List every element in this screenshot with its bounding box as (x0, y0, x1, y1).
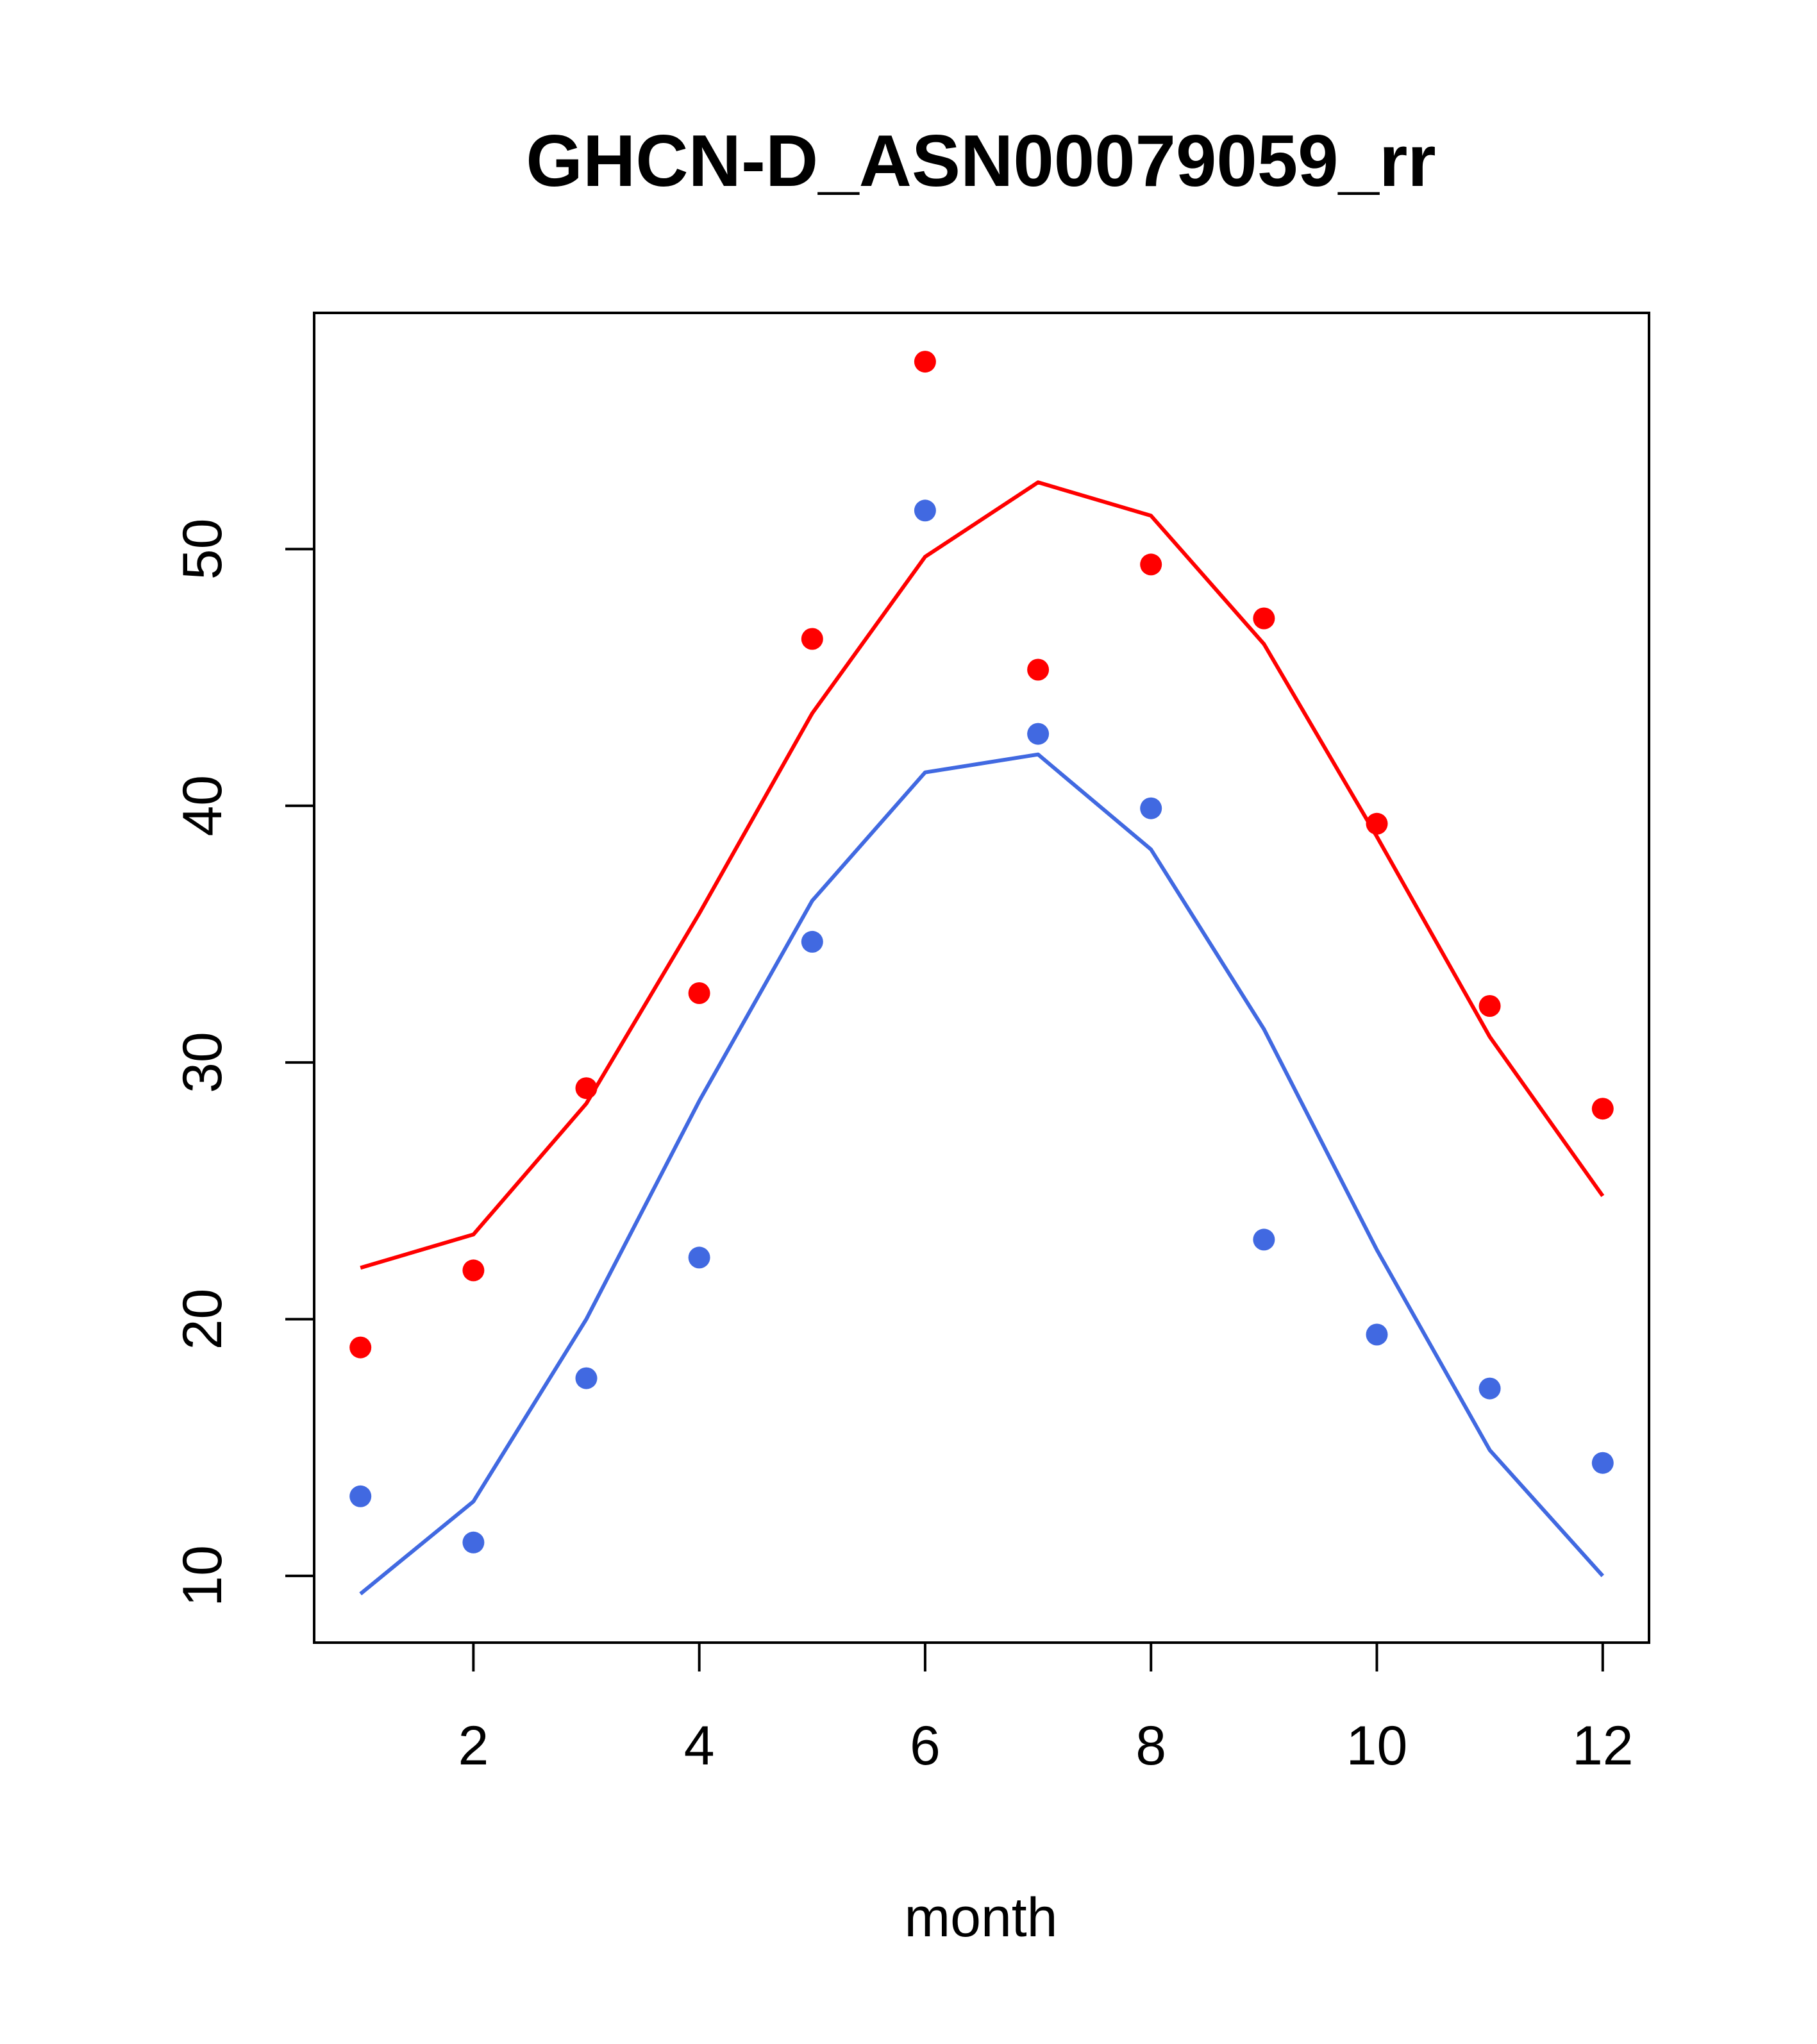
series-2-point (914, 499, 936, 522)
y-tick-label: 20 (172, 1289, 233, 1350)
series-2-point (1140, 797, 1162, 819)
x-tick-label: 8 (1135, 1715, 1166, 1777)
series-1-point (1027, 658, 1050, 681)
series-2-point (349, 1485, 372, 1507)
series-1-point (1140, 553, 1162, 576)
series-1-point (1591, 1098, 1614, 1120)
series-2-point (1253, 1228, 1275, 1251)
series-1-point (462, 1259, 485, 1282)
x-tick-label: 2 (458, 1715, 489, 1777)
series-1-point (349, 1336, 372, 1359)
x-tick-label: 12 (1572, 1715, 1634, 1777)
series-2-point (1366, 1323, 1388, 1346)
series-1-point (1366, 812, 1388, 835)
plot-layer (349, 351, 1614, 1596)
chart-title: GHCN-D_ASN00079059_rr (526, 121, 1436, 202)
series-1-point (575, 1077, 598, 1100)
series-1-point (914, 351, 936, 373)
x-axis: 2 4 6 8 10 12 (458, 1641, 1634, 1777)
series-2-point (1478, 1377, 1501, 1400)
y-tick-label: 50 (172, 519, 233, 580)
series-2-point (801, 930, 823, 953)
y-tick-label: 30 (172, 1032, 233, 1093)
x-tick-label: 10 (1346, 1715, 1408, 1777)
series-2-line (359, 752, 1605, 1596)
y-tick-label: 10 (172, 1545, 233, 1607)
series-2-point (1027, 723, 1050, 745)
x-tick-label: 4 (684, 1715, 715, 1777)
series-2-point (575, 1367, 598, 1389)
series-1-point (801, 628, 823, 650)
x-axis-title: month (904, 1887, 1057, 1948)
y-tick-label: 40 (172, 775, 233, 837)
series-1-point (688, 982, 710, 1004)
series-1-point (1253, 607, 1275, 630)
x-tick-label: 6 (910, 1715, 941, 1777)
series-2-point (462, 1531, 485, 1554)
series-1-line (360, 480, 1605, 1270)
y-axis: 10 20 30 40 50 (172, 519, 315, 1607)
series-1-point (1478, 995, 1501, 1017)
series-2-point (1591, 1452, 1614, 1474)
series-2-point (688, 1246, 710, 1269)
plot-frame (313, 312, 1650, 1644)
